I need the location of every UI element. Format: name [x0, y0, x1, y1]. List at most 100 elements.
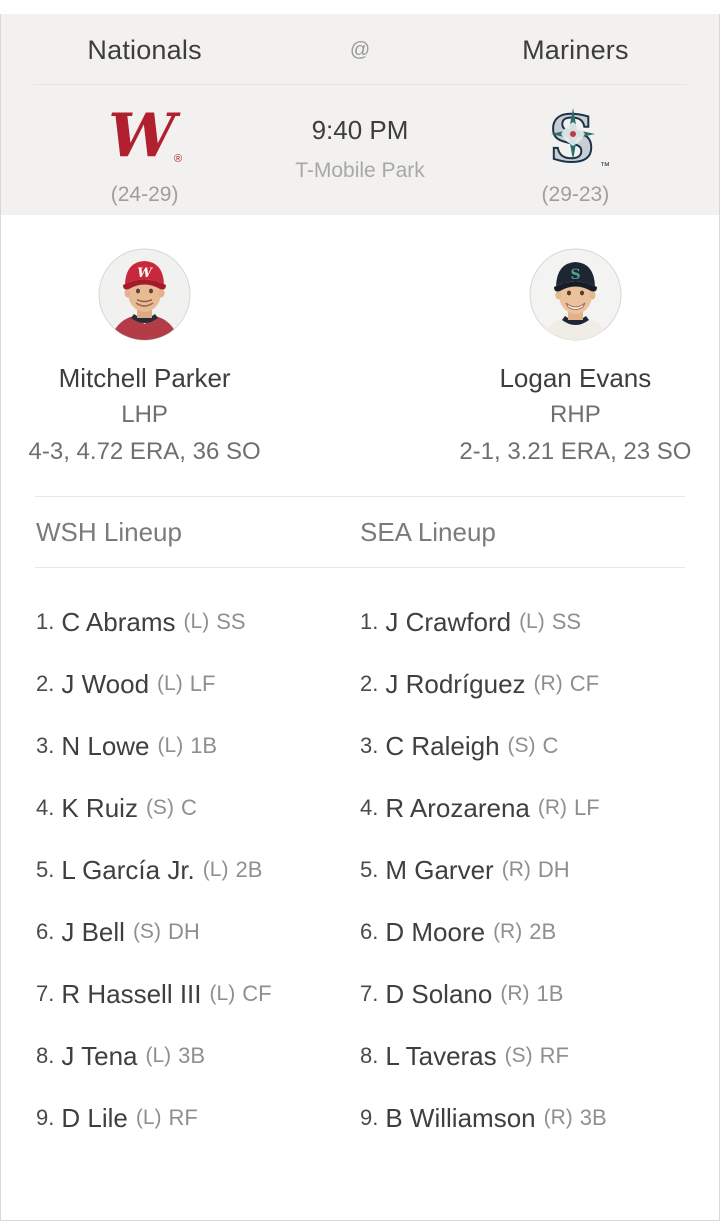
home-pitcher-name[interactable]: Logan Evans: [499, 363, 652, 393]
lineup-player-row[interactable]: 6. D Moore (R) 2B: [360, 901, 684, 963]
lineup-player-row[interactable]: 9. B Williamson (R) 3B: [360, 1087, 684, 1149]
player-name[interactable]: J Crawford: [385, 606, 512, 637]
player-name[interactable]: L Taveras: [385, 1040, 497, 1071]
player-name[interactable]: N Lowe: [61, 730, 150, 761]
lineup-player-row[interactable]: 7. D Solano (R) 1B: [360, 963, 684, 1025]
lineup-player-row[interactable]: 2. J Wood (L) LF: [36, 653, 360, 715]
player-bats: (L): [157, 734, 184, 757]
lineup-player-row[interactable]: 1. J Crawford (L) SS: [360, 591, 684, 653]
batting-order: 6.: [36, 919, 55, 944]
player-name[interactable]: J Bell: [61, 916, 125, 947]
lineup-player-row[interactable]: 7. R Hassell III (L) CF: [36, 963, 360, 1025]
player-bats: (R): [493, 920, 523, 943]
player-bats: (S): [132, 920, 161, 943]
away-pitcher-name[interactable]: Mitchell Parker: [58, 363, 231, 393]
batting-order: 3.: [360, 733, 379, 758]
player-name[interactable]: J Tena: [61, 1040, 138, 1071]
player-position: C: [542, 733, 559, 758]
nationals-w-logo-svg: W ®: [108, 101, 182, 171]
lineup-player-row[interactable]: 8. L Taveras (S) RF: [360, 1025, 684, 1087]
lineup-player-row[interactable]: 8. J Tena (L) 3B: [36, 1025, 360, 1087]
lineup-player-row[interactable]: 1. C Abrams (L) SS: [36, 591, 360, 653]
player-position: RF: [539, 1043, 569, 1068]
player-bats: (R): [501, 858, 531, 881]
player-bats: (S): [507, 734, 536, 757]
away-cap-letter: W: [137, 266, 153, 281]
player-name[interactable]: L García Jr.: [61, 854, 195, 885]
lineup-player-row[interactable]: 2. J Rodríguez (R) CF: [360, 653, 684, 715]
lineup-player-row[interactable]: 4. K Ruiz (S) C: [36, 777, 360, 839]
player-name[interactable]: J Wood: [61, 668, 150, 699]
player-bats: (R): [533, 672, 563, 695]
player-name[interactable]: M Garver: [385, 854, 494, 885]
player-position: DH: [537, 857, 570, 882]
player-bats: (L): [145, 1044, 172, 1067]
player-bats: (L): [157, 672, 183, 695]
home-pitcher-photo: S: [540, 262, 610, 340]
player-name[interactable]: B Williamson: [385, 1102, 536, 1133]
home-pitcher[interactable]: S Logan Evans RHP 2-1, 3.21 ERA, 23 SO: [432, 248, 719, 468]
player-name[interactable]: D Moore: [385, 916, 486, 947]
lineup-player-row[interactable]: 6. J Bell (S) DH: [36, 901, 360, 963]
player-position: 1B: [536, 981, 564, 1006]
section-divider: [35, 496, 685, 497]
home-team-header[interactable]: Mariners: [432, 35, 719, 66]
player-name[interactable]: R Hassell III: [61, 978, 202, 1009]
player-name[interactable]: R Arozarena: [385, 792, 530, 823]
lineup-player-row[interactable]: 3. N Lowe (L) 1B: [36, 715, 360, 777]
game-time: 9:40 PM: [311, 115, 409, 145]
player-name[interactable]: J Rodríguez: [385, 668, 526, 699]
home-lineup-list: 1. J Crawford (L) SS 2. J Rodríguez (R) …: [360, 591, 684, 1149]
away-pitcher[interactable]: W Mitchell Parker LHP 4-3, 4.72 ERA, 36 …: [1, 248, 288, 468]
home-pitcher-hand: RHP: [550, 401, 601, 428]
lineup-player-row[interactable]: 5. M Garver (R) DH: [360, 839, 684, 901]
home-pitcher-avatar: S: [529, 248, 622, 341]
player-name[interactable]: K Ruiz: [61, 792, 138, 823]
player-position: 1B: [190, 733, 218, 758]
compass-center-dot: [570, 131, 577, 137]
batting-order: 7.: [360, 981, 379, 1006]
player-position: CF: [242, 981, 272, 1006]
player-position: 3B: [579, 1105, 607, 1130]
away-pitcher-avatar: W: [98, 248, 191, 341]
teams-row: Nationals @ Mariners: [1, 14, 719, 70]
lineup-player-row[interactable]: 5. L García Jr. (L) 2B: [36, 839, 360, 901]
lineup-divider: [35, 567, 685, 568]
matchup-card: Nationals @ Mariners W ®: [0, 14, 720, 1221]
player-position: 2B: [529, 919, 557, 944]
player-bats: (L): [183, 610, 210, 633]
lineup-player-row[interactable]: 4. R Arozarena (R) LF: [360, 777, 684, 839]
away-team-header[interactable]: Nationals: [1, 35, 288, 66]
nationals-logo-letter: W: [108, 101, 181, 171]
mariners-logo-trademark: ™: [600, 161, 610, 172]
away-lineup-list: 1. C Abrams (L) SS 2. J Wood (L) LF 3. N…: [36, 591, 360, 1149]
lineup-player-row[interactable]: 3. C Raleigh (S) C: [360, 715, 684, 777]
player-bats: (L): [519, 610, 545, 633]
away-record: (24-29): [110, 183, 179, 206]
home-pitcher-stats: 2-1, 3.21 ERA, 23 SO: [459, 438, 692, 465]
player-name[interactable]: D Solano: [385, 978, 493, 1009]
nationals-logo-trademark: ®: [174, 153, 182, 165]
player-bats: (R): [543, 1106, 573, 1129]
lineup-player-row[interactable]: 9. D Lile (L) RF: [36, 1087, 360, 1149]
probable-pitchers: W Mitchell Parker LHP 4-3, 4.72 ERA, 36 …: [1, 215, 719, 468]
venue: T-Mobile Park: [295, 159, 425, 182]
at-symbol: @: [349, 38, 371, 61]
player-name[interactable]: D Lile: [61, 1102, 128, 1133]
batting-order: 3.: [36, 733, 55, 758]
lineups: 1. C Abrams (L) SS 2. J Wood (L) LF 3. N…: [1, 568, 719, 1149]
home-cap-letter: S: [570, 267, 580, 283]
nationals-logo-icon: W ®: [104, 99, 186, 175]
player-position: 2B: [235, 857, 263, 882]
home-team-name[interactable]: Mariners: [522, 34, 629, 65]
batting-order: 8.: [36, 1043, 55, 1068]
batting-order: 5.: [36, 857, 55, 882]
player-position: SS: [551, 609, 582, 634]
home-lineup-title: SEA Lineup: [360, 517, 496, 547]
player-name[interactable]: C Abrams: [61, 606, 176, 637]
batting-order: 5.: [360, 857, 379, 882]
player-name[interactable]: C Raleigh: [385, 730, 500, 761]
away-team-name[interactable]: Nationals: [87, 34, 202, 65]
matchup-header: Nationals @ Mariners W ®: [1, 14, 719, 215]
